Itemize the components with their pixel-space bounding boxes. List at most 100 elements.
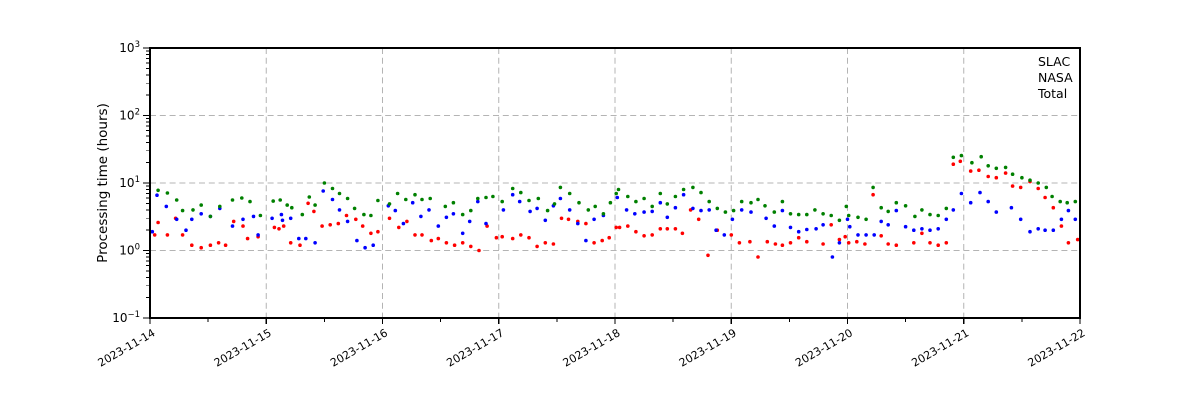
data-point: [155, 193, 159, 197]
data-point: [484, 221, 488, 226]
data-point: [994, 210, 999, 214]
data-point: [174, 217, 179, 222]
data-point: [494, 235, 499, 240]
data-point: [944, 206, 949, 211]
data-point: [1010, 184, 1015, 188]
series-nasa: [150, 189, 1078, 259]
data-point: [527, 235, 531, 240]
data-point: [681, 187, 686, 192]
data-point: [772, 224, 777, 228]
data-point: [780, 208, 785, 213]
data-point: [577, 200, 581, 205]
data-point: [642, 234, 646, 238]
x-tick-label: 2023-11-19: [677, 326, 739, 369]
data-point: [994, 175, 999, 180]
legend: SLAC NASA Total: [1037, 54, 1073, 101]
data-point: [164, 204, 169, 209]
series-total: [156, 153, 1078, 223]
data-point: [696, 217, 701, 222]
data-point: [199, 245, 203, 250]
data-point: [337, 191, 342, 196]
data-point: [307, 195, 312, 199]
data-point: [279, 212, 284, 217]
data-point: [467, 219, 472, 224]
data-point: [320, 224, 324, 228]
data-point: [322, 181, 327, 185]
data-point: [959, 153, 964, 158]
x-tick-label: 2023-11-22: [1026, 326, 1088, 369]
data-point: [484, 195, 488, 200]
data-point: [928, 241, 932, 245]
data-point: [1020, 175, 1024, 180]
y-axis-label: Processing time (hours): [95, 103, 111, 263]
data-point: [371, 243, 376, 247]
data-point: [796, 212, 801, 217]
data-point: [601, 212, 606, 216]
data-point: [410, 200, 415, 205]
data-point: [739, 199, 744, 204]
data-point: [1036, 227, 1040, 231]
data-point: [764, 216, 768, 221]
data-point: [920, 227, 924, 231]
data-point: [633, 212, 637, 216]
data-point: [626, 224, 630, 228]
data-point: [1036, 186, 1040, 191]
data-point: [510, 192, 515, 197]
data-point: [658, 200, 663, 205]
data-point: [614, 225, 618, 230]
data-point: [476, 196, 480, 201]
data-point: [879, 219, 883, 224]
data-point: [429, 238, 434, 243]
data-point: [814, 227, 818, 231]
data-point: [355, 238, 359, 243]
data-point: [1010, 172, 1015, 176]
data-point: [680, 231, 685, 236]
y-tick-label: 10−1: [112, 310, 140, 325]
data-point: [584, 221, 588, 226]
data-point: [297, 236, 301, 241]
data-point: [288, 216, 293, 221]
data-point: [756, 197, 760, 202]
data-point: [452, 243, 457, 247]
data-point: [986, 199, 990, 204]
data-point: [986, 164, 990, 168]
data-point: [1043, 228, 1047, 232]
data-point: [404, 197, 408, 202]
data-point: [756, 255, 760, 259]
data-point: [773, 242, 778, 246]
data-point: [864, 233, 868, 237]
data-point: [444, 241, 449, 245]
x-tick-label: 2023-11-17: [444, 326, 506, 369]
data-point: [763, 204, 767, 208]
data-point: [837, 218, 842, 223]
data-point: [460, 231, 465, 236]
data-point: [420, 233, 424, 237]
data-point: [567, 208, 572, 212]
data-point: [245, 236, 250, 241]
data-point: [216, 241, 221, 245]
data-point: [345, 219, 350, 224]
data-point: [920, 208, 924, 212]
data-point: [231, 219, 236, 224]
legend-item-slac: SLAC: [1038, 54, 1071, 69]
data-point: [1018, 185, 1023, 190]
data-point: [699, 190, 703, 195]
x-tick-label: 2023-11-14: [96, 326, 158, 369]
data-point: [1066, 208, 1071, 213]
data-point: [551, 242, 556, 246]
data-point: [615, 195, 620, 200]
data-point: [290, 205, 294, 210]
data-point: [354, 217, 358, 222]
data-point: [336, 221, 341, 226]
data-point: [951, 155, 956, 160]
data-point: [1058, 199, 1062, 204]
data-point: [592, 241, 596, 245]
data-point: [500, 199, 505, 204]
y-tick-label: 103: [119, 40, 140, 55]
data-point: [723, 210, 728, 214]
data-point: [576, 221, 580, 226]
data-point: [780, 199, 785, 204]
data-point: [665, 215, 670, 220]
data-point: [1059, 224, 1064, 228]
